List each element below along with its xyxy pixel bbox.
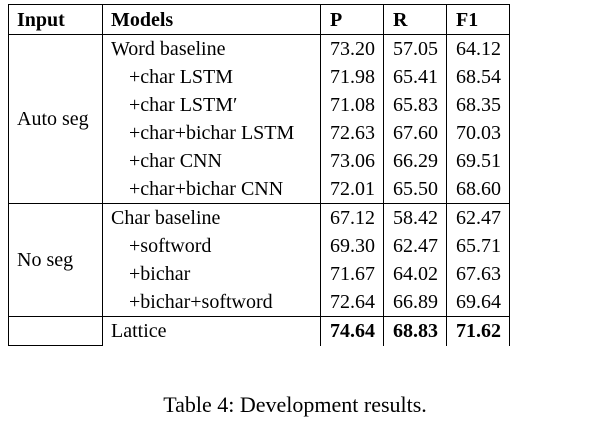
table-body: Auto seg Word baseline 73.20 57.05 64.12 +cha… [8, 34, 510, 346]
model-cell: +bichar+softword [102, 288, 321, 317]
header-row: Input Models P R F1 [8, 4, 510, 35]
score-cell: 65.71 [446, 232, 510, 260]
score-cell: 58.42 [383, 203, 447, 232]
model-cell: +char+bichar LSTM [102, 119, 321, 147]
header-cell: P [320, 4, 384, 35]
input-cell: Auto seg [8, 34, 103, 204]
score-cell: 62.47 [446, 203, 510, 232]
input-cell [8, 316, 103, 346]
table-row: +char+bichar LSTM 72.63 67.60 70.03 [9, 119, 510, 147]
model-cell: +char LSTM′ [102, 91, 321, 119]
results-table: Input Models P R F1 Auto seg Word baseline 73.… [8, 4, 510, 346]
score-cell: 65.83 [383, 91, 447, 119]
input-cell: No seg [8, 203, 103, 317]
score-cell: 71.67 [320, 260, 384, 288]
header-cell: Input [8, 4, 103, 35]
model-cell: +bichar [102, 260, 321, 288]
score-cell: 73.06 [320, 147, 384, 175]
model-cell: Lattice [102, 316, 321, 346]
score-cell: 67.60 [383, 119, 447, 147]
score-cell: 57.05 [383, 34, 447, 63]
table-row: +softword 69.30 62.47 65.71 [9, 232, 510, 260]
score-cell: 68.60 [446, 175, 510, 204]
score-cell: 66.89 [383, 288, 447, 317]
model-cell: +softword [102, 232, 321, 260]
score-cell: 72.63 [320, 119, 384, 147]
model-cell: Word baseline [102, 34, 321, 63]
table-row: +bichar 71.67 64.02 67.63 [9, 260, 510, 288]
model-cell: +char CNN [102, 147, 321, 175]
score-cell: 65.50 [383, 175, 447, 204]
header-cell: F1 [446, 4, 510, 35]
score-cell: 71.08 [320, 91, 384, 119]
score-cell: 64.12 [446, 34, 510, 63]
model-cell: +char LSTM [102, 63, 321, 91]
model-cell: Char baseline [102, 203, 321, 232]
table-row: No seg Char baseline 67.12 58.42 62.47 [8, 203, 510, 317]
score-cell: 64.02 [383, 260, 447, 288]
score-cell: 73.20 [320, 34, 384, 63]
caption: Table 4: Development results. [163, 392, 427, 417]
score-cell: 71.62 [446, 316, 510, 346]
score-cell: 68.35 [446, 91, 510, 119]
score-cell: 72.64 [320, 288, 384, 317]
table-row: Lattice 74.64 68.83 71.62 [8, 316, 510, 346]
score-cell: 71.98 [320, 63, 384, 91]
score-cell: 66.29 [383, 147, 447, 175]
table-row: +char+bichar CNN 72.01 65.50 68.60 [9, 175, 510, 204]
table-row: +char CNN 73.06 66.29 69.51 [9, 147, 510, 175]
score-cell: 67.63 [446, 260, 510, 288]
score-cell: 67.12 [320, 203, 384, 232]
table-row: Auto seg Word baseline 73.20 57.05 64.12 [8, 34, 510, 204]
score-cell: 74.64 [320, 316, 384, 346]
score-cell: 62.47 [383, 232, 447, 260]
model-cell: +char+bichar CNN [102, 175, 321, 204]
score-cell: 65.41 [383, 63, 447, 91]
score-cell: 69.51 [446, 147, 510, 175]
score-cell: 70.03 [446, 119, 510, 147]
table-row: +char LSTM′ 71.08 65.83 68.35 [9, 91, 510, 119]
table-row: +char LSTM 71.98 65.41 68.54 [9, 63, 510, 91]
header-cell: Models [102, 4, 321, 35]
header-cell: R [383, 4, 447, 35]
score-cell: 68.83 [383, 316, 447, 346]
score-cell: 68.54 [446, 63, 510, 91]
score-cell: 69.64 [446, 288, 510, 317]
score-cell: 69.30 [320, 232, 384, 260]
table-row: +bichar+softword 72.64 66.89 69.64 [9, 288, 510, 317]
score-cell: 72.01 [320, 175, 384, 204]
